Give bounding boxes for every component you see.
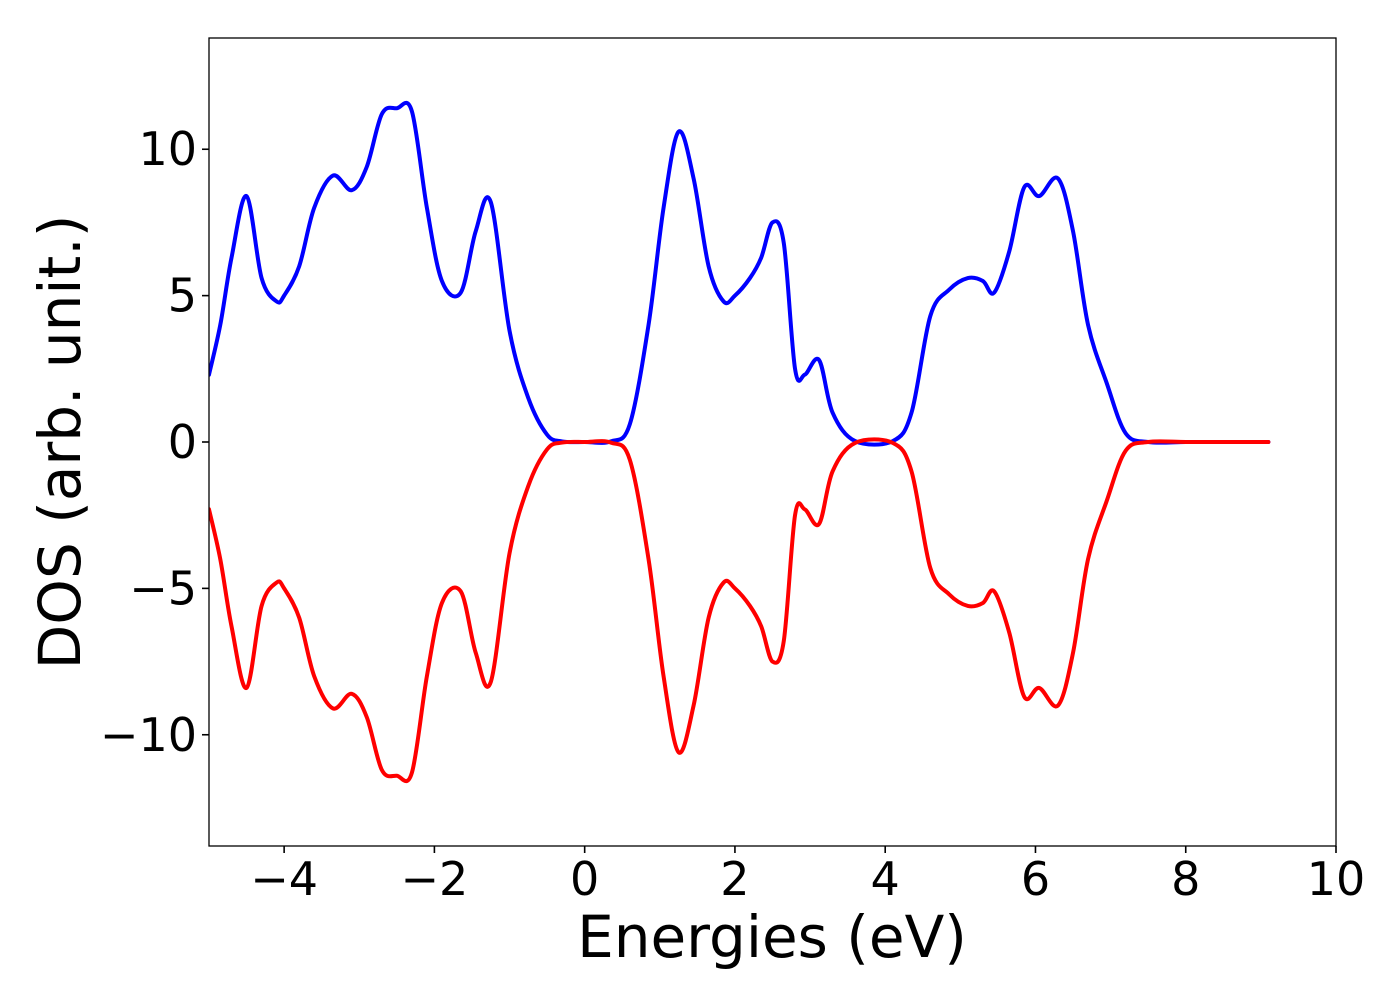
x-tick-label: 0 <box>570 852 599 906</box>
x-axis-title: Energies (eV) <box>577 903 967 971</box>
x-tick-label: 6 <box>1021 852 1050 906</box>
y-axis-title: DOS (arb. unit.) <box>26 215 94 670</box>
y-tick-label: 10 <box>138 122 197 176</box>
y-axis-ticks: −10 −5 0 5 10 <box>100 122 209 762</box>
y-tick-label: 5 <box>168 269 197 323</box>
series-line-spin-up <box>209 100 1271 447</box>
x-tick-label: 2 <box>720 852 749 906</box>
x-axis-ticks: −4 −2 0 2 4 6 8 10 <box>250 846 1365 906</box>
x-tick-label: 10 <box>1307 852 1366 906</box>
y-tick-label: −5 <box>129 561 197 615</box>
x-tick-label: −2 <box>400 852 468 906</box>
series-line-spin-down <box>209 437 1271 784</box>
x-tick-label: 4 <box>871 852 900 906</box>
x-tick-label: 8 <box>1171 852 1200 906</box>
x-tick-label: −4 <box>250 852 318 906</box>
series-layer <box>209 100 1271 784</box>
y-tick-label: 0 <box>168 415 197 469</box>
y-tick-label: −10 <box>100 708 197 762</box>
